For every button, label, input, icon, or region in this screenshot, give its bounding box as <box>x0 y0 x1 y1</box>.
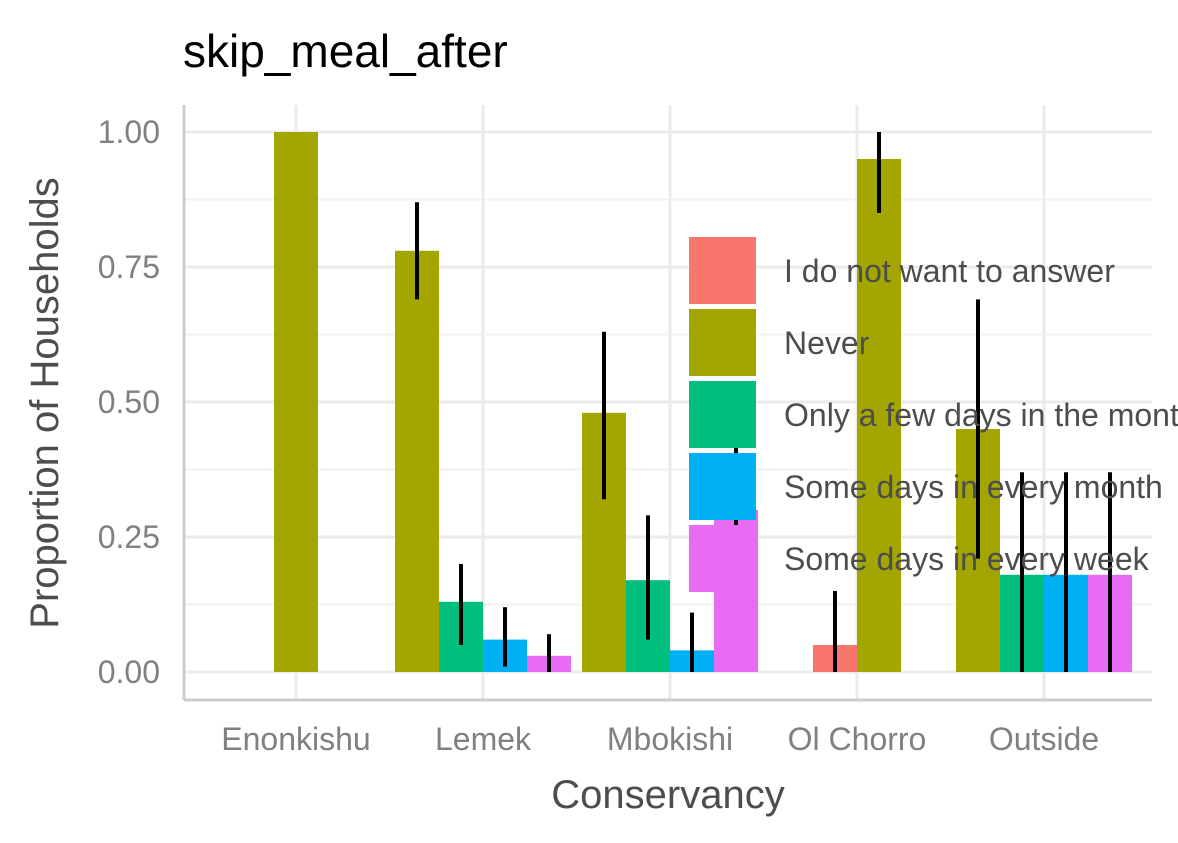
x-tick-label: Lemek <box>435 721 532 757</box>
legend-label: Only a few days in the month <box>784 397 1178 433</box>
y-tick-label: 0.50 <box>98 384 160 420</box>
y-tick-labels: 0.00 0.25 0.50 0.75 1.00 <box>98 114 160 690</box>
x-tick-label: Outside <box>989 721 1099 757</box>
legend-label: Some days in every week <box>784 541 1150 577</box>
x-axis-title: Conservancy <box>551 773 784 817</box>
legend-key <box>689 525 756 592</box>
x-tick-label: Mbokishi <box>607 721 733 757</box>
y-tick-label: 0.00 <box>98 654 160 690</box>
legend-key <box>689 237 756 304</box>
x-tick-label: Ol Chorro <box>788 721 927 757</box>
legend-label: Never <box>784 325 870 361</box>
y-tick-label: 0.25 <box>98 519 160 555</box>
axes <box>182 105 1152 702</box>
legend-key <box>689 381 756 448</box>
y-axis-title: Proportion of Households <box>23 177 67 628</box>
legend-key <box>689 453 756 520</box>
legend-key <box>689 309 756 376</box>
legend-label: I do not want to answer <box>784 253 1115 289</box>
legend: I do not want to answer Never Only a few d… <box>689 237 1178 592</box>
bar <box>857 159 901 672</box>
x-tick-labels: Enonkishu Lemek Mbokishi Ol Chorro Outside <box>221 721 1099 757</box>
bar <box>395 250 439 673</box>
x-tick-label: Enonkishu <box>221 721 370 757</box>
legend-label: Some days in every month <box>784 469 1163 505</box>
chart-title: skip_meal_after <box>183 25 508 77</box>
y-tick-label: 0.75 <box>98 249 160 285</box>
y-tick-label: 1.00 <box>98 114 160 150</box>
bar <box>274 132 318 672</box>
